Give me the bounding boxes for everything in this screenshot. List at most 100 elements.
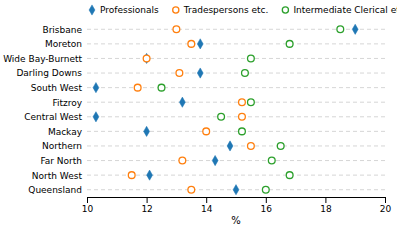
- point: [144, 126, 150, 136]
- point: [93, 112, 99, 122]
- guide-line: [87, 131, 385, 132]
- x-tick-label: 18: [320, 204, 332, 214]
- y-axis: Brisbane Moreton Wide Bay-Burnett Darling D…: [3, 25, 87, 195]
- x-tick-mark: [385, 197, 386, 203]
- series: [128, 26, 254, 193]
- x-axis-line: [88, 198, 386, 204]
- y-tick-label: Moreton: [45, 39, 82, 49]
- point: [173, 26, 180, 33]
- x-tick-mark: [147, 197, 148, 203]
- point: [337, 26, 344, 33]
- x-tick-label: 12: [141, 204, 152, 214]
- point: [158, 84, 165, 91]
- y-tick: Central West: [24, 112, 87, 122]
- point: [179, 97, 185, 107]
- x-tick-label: 10: [82, 204, 94, 214]
- y-tick: Wide Bay-Burnett: [3, 54, 87, 64]
- y-tick-label: Mackay: [48, 127, 83, 137]
- y-tick: Brisbane: [42, 25, 87, 35]
- point: [203, 128, 210, 135]
- y-tick-label: Darling Downs: [16, 68, 82, 78]
- guide-line: [87, 87, 385, 88]
- x-tick-label: 20: [380, 204, 392, 214]
- point: [277, 143, 284, 150]
- series: [158, 26, 344, 193]
- y-tick-label: Northern: [42, 141, 82, 151]
- y-tick-label: Central West: [24, 112, 82, 122]
- y-tick: Darling Downs: [16, 68, 87, 78]
- point: [248, 55, 255, 62]
- point: [286, 40, 293, 47]
- guide-line: [87, 145, 385, 146]
- x-tick-mark: [206, 197, 207, 203]
- plot: 101214161820%BrisbaneMoretonWide Bay-Bur…: [3, 24, 391, 226]
- x-axis: 10 12 14 16 18 20: [82, 197, 392, 214]
- y-tick-label: North West: [32, 171, 83, 181]
- legend: Professionals Tradespersons etc. Intermedi…: [89, 5, 397, 15]
- y-tick: Fitzroy: [52, 98, 87, 108]
- point: [176, 70, 183, 77]
- legend-symbol: [173, 7, 179, 13]
- point: [179, 157, 186, 164]
- y-tick-label: Fitzroy: [52, 98, 82, 108]
- point: [93, 83, 99, 93]
- point: [197, 39, 203, 49]
- point: [188, 40, 195, 47]
- x-tick: 18: [320, 197, 332, 214]
- legend-item: Intermediate Clerical etc.: [282, 5, 397, 15]
- legend-label: Intermediate Clerical etc.: [293, 5, 397, 15]
- x-tick: 10: [82, 197, 94, 214]
- point: [239, 128, 246, 135]
- guide-line: [87, 160, 385, 161]
- x-tick-mark: [266, 197, 267, 203]
- point: [268, 157, 275, 164]
- y-tick-label: Brisbane: [42, 25, 82, 35]
- x-tick-label: 16: [261, 204, 273, 214]
- y-tick-label: Far North: [40, 156, 82, 166]
- marks: [87, 24, 385, 195]
- x-tick: 14: [201, 197, 213, 214]
- y-tick: Far North: [40, 156, 87, 166]
- y-tick: South West: [31, 83, 87, 93]
- x-tick: 12: [141, 197, 152, 214]
- x-tick-mark: [87, 197, 88, 203]
- point: [242, 70, 249, 77]
- point: [227, 141, 233, 151]
- x-tick-mark: [325, 197, 326, 203]
- point: [188, 186, 195, 193]
- y-tick: Mackay: [48, 127, 87, 137]
- point: [248, 99, 255, 106]
- x-tick-label: 14: [201, 204, 213, 214]
- legend-symbol: [282, 7, 288, 13]
- point: [248, 143, 255, 150]
- y-tick: Queensland: [28, 185, 87, 195]
- y-tick: Moreton: [45, 39, 87, 49]
- legend-label: Professionals: [100, 5, 159, 15]
- series: [93, 24, 358, 195]
- point: [262, 186, 269, 193]
- y-tick: North West: [32, 171, 87, 181]
- point: [134, 84, 141, 91]
- point: [143, 55, 150, 62]
- legend-symbol: [89, 5, 95, 15]
- x-tick: 20: [380, 197, 392, 214]
- guide-line: [87, 43, 385, 44]
- chart: 101214161820%BrisbaneMoretonWide Bay-Bur…: [0, 0, 397, 227]
- guide-line: [87, 73, 385, 74]
- point: [352, 24, 358, 34]
- point: [197, 68, 203, 78]
- y-tick-label: Wide Bay-Burnett: [3, 54, 82, 64]
- point: [212, 155, 218, 165]
- point: [218, 113, 225, 120]
- point: [286, 172, 293, 179]
- legend-item: Tradespersons etc.: [173, 5, 269, 15]
- guide-line: [87, 58, 385, 59]
- x-tick: 16: [261, 197, 273, 214]
- guide-line: [87, 116, 385, 117]
- y-tick: Northern: [42, 141, 87, 151]
- legend-item: Professionals: [89, 5, 159, 15]
- point: [144, 53, 150, 63]
- y-tick-label: Queensland: [28, 185, 82, 195]
- guide-line: [87, 102, 385, 103]
- y-tick-label: South West: [31, 83, 83, 93]
